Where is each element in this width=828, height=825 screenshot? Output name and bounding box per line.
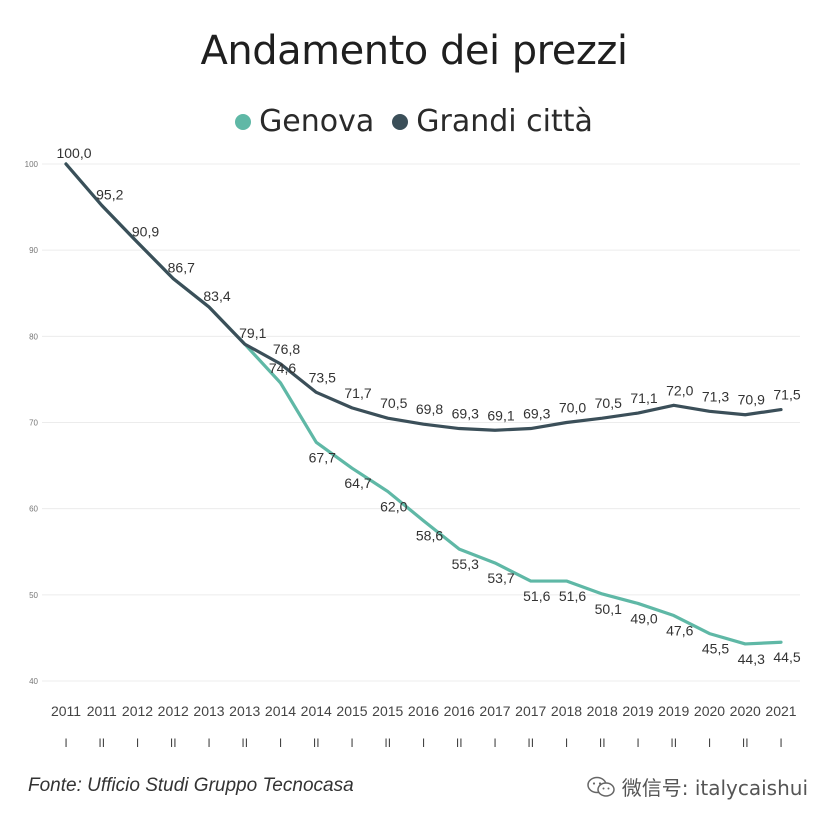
y-tick-label: 90 <box>29 246 38 255</box>
data-label-grandi-citta: 73,5 <box>309 369 336 385</box>
data-label-genova: 45,5 <box>702 641 729 657</box>
data-label-grandi-citta: 71,1 <box>630 390 657 406</box>
x-tick-label: 2019 <box>658 703 689 719</box>
watermark: 微信号: italycaishui <box>586 772 808 801</box>
x-tick-label: 2015 <box>336 703 367 719</box>
data-label-genova: 47,6 <box>666 623 693 639</box>
data-label-genova: 49,0 <box>630 610 657 626</box>
wechat-icon <box>586 776 615 797</box>
legend-item-grandi-citta: Grandi città <box>392 104 593 139</box>
x-tick-label: 2018 <box>551 703 582 719</box>
y-tick-label: 80 <box>29 332 38 341</box>
x-tick-label: 2012 <box>122 703 153 719</box>
x-tick-label: 2013 <box>193 703 224 719</box>
data-label-grandi-citta: 69,8 <box>416 401 443 417</box>
x-tick-label: 2014 <box>301 703 332 719</box>
data-label-grandi-citta: 69,3 <box>523 406 550 422</box>
x-tick-sublabel: I <box>493 736 496 750</box>
legend-marker-genova <box>235 113 252 130</box>
x-tick-sublabel: II <box>527 736 534 750</box>
data-label-grandi-citta: 76,8 <box>273 341 300 357</box>
x-tick-label: 2014 <box>265 703 296 719</box>
x-tick-label: 2012 <box>158 703 189 719</box>
x-tick-label: 2011 <box>51 703 81 719</box>
x-tick-label: 2016 <box>408 703 439 719</box>
x-tick-sublabel: I <box>279 736 282 750</box>
x-tick-label: 2017 <box>515 703 546 719</box>
data-label-grandi-citta: 71,7 <box>344 385 371 401</box>
data-label-grandi-citta: 71,3 <box>702 388 729 404</box>
x-tick-label: 2016 <box>444 703 475 719</box>
x-tick-sublabel: I <box>350 736 353 750</box>
x-tick-label: 2020 <box>730 703 761 719</box>
data-label-genova: 64,7 <box>344 475 371 491</box>
x-tick-label: 2018 <box>587 703 618 719</box>
data-label-grandi-citta: 69,3 <box>452 406 479 422</box>
y-tick-label: 50 <box>29 591 38 600</box>
data-label-genova: 50,1 <box>595 601 622 617</box>
data-label-genova: 74,6 <box>269 360 296 376</box>
data-label-genova: 51,6 <box>523 588 550 604</box>
x-tick-sublabel: I <box>636 736 639 750</box>
y-tick-label: 100 <box>25 160 39 169</box>
x-tick-sublabel: II <box>384 736 391 750</box>
data-label-grandi-citta: 70,5 <box>380 395 407 411</box>
x-tick-sublabel: II <box>670 736 677 750</box>
x-tick-sublabel: II <box>456 736 463 750</box>
data-label-grandi-citta: 69,1 <box>487 407 514 423</box>
data-label-grandi-citta: 83,4 <box>203 288 230 304</box>
data-label-grandi-citta: 70,5 <box>595 395 622 411</box>
x-tick-label: 2013 <box>229 703 260 719</box>
data-label-grandi-citta: 72,0 <box>666 382 693 398</box>
data-label-grandi-citta: 71,5 <box>773 387 800 403</box>
data-label-genova: 44,5 <box>773 649 800 665</box>
x-tick-sublabel: II <box>98 736 105 750</box>
y-tick-label: 70 <box>29 419 38 428</box>
source-note: Fonte: Ufficio Studi Gruppo Tecnocasa <box>28 775 354 796</box>
watermark-text: 微信号: italycaishui <box>621 776 808 800</box>
x-tick-sublabel: I <box>565 736 568 750</box>
series-line-grandi-citta <box>64 162 783 432</box>
x-tick-sublabel: II <box>170 736 177 750</box>
legend-label-grandi-citta: Grandi città <box>416 104 593 139</box>
y-tick-label: 40 <box>29 677 38 686</box>
legend-marker-grandi-citta <box>392 113 409 130</box>
data-label-genova: 44,3 <box>738 651 765 667</box>
x-tick-sublabel: II <box>742 736 749 750</box>
data-label-grandi-citta: 86,7 <box>168 260 195 276</box>
data-label-genova: 62,0 <box>380 498 407 514</box>
data-label-genova: 55,3 <box>452 556 479 572</box>
x-tick-sublabel: I <box>422 736 425 750</box>
x-tick-sublabel: I <box>64 736 67 750</box>
data-label-grandi-citta: 70,9 <box>738 392 765 408</box>
x-tick-label: 2019 <box>622 703 653 719</box>
x-tick-label: 2020 <box>694 703 725 719</box>
y-tick-label: 60 <box>29 505 38 514</box>
data-label-genova: 58,6 <box>416 528 443 544</box>
data-label-grandi-citta: 70,0 <box>559 400 586 416</box>
x-tick-sublabel: I <box>708 736 711 750</box>
x-tick-sublabel: I <box>136 736 139 750</box>
legend-item-genova: Genova <box>235 104 374 139</box>
x-tick-sublabel: II <box>241 736 248 750</box>
x-tick-label: 2017 <box>479 703 510 719</box>
data-label-grandi-citta: 90,9 <box>132 223 159 239</box>
x-tick-sublabel: I <box>207 736 210 750</box>
chart-title: Andamento dei prezzi <box>200 28 628 74</box>
data-label-grandi-citta: 79,1 <box>239 325 266 341</box>
x-tick-sublabel: II <box>313 736 320 750</box>
x-tick-label: 2011 <box>87 703 117 719</box>
x-tick-label: 2021 <box>765 703 796 719</box>
x-tick-sublabel: II <box>599 736 606 750</box>
x-tick-sublabel: I <box>779 736 782 750</box>
chart-legend: Genova Grandi città <box>0 104 828 139</box>
data-label-genova: 53,7 <box>487 570 514 586</box>
data-label-genova: 51,6 <box>559 588 586 604</box>
data-label-genova: 67,7 <box>309 449 336 465</box>
legend-label-genova: Genova <box>259 104 375 139</box>
data-label-grandi-citta: 95,2 <box>96 186 123 202</box>
x-tick-label: 2015 <box>372 703 403 719</box>
data-label-grandi-citta: 100,0 <box>56 145 91 161</box>
